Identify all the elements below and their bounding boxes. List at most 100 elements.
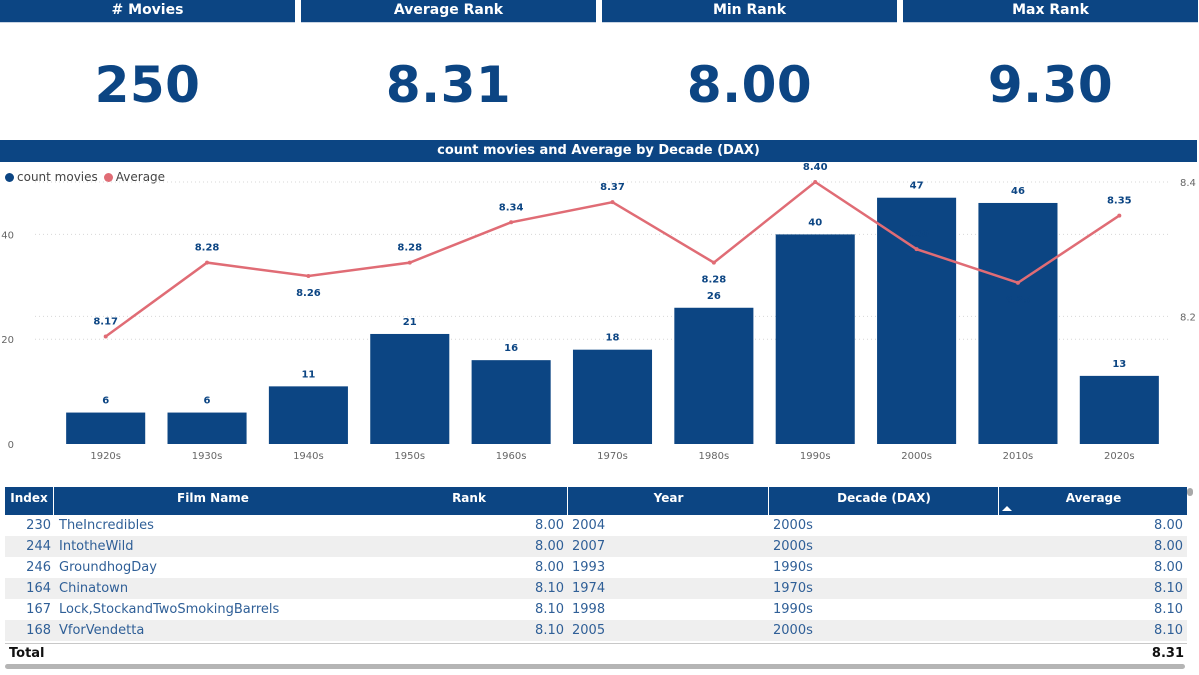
cell-decade: 2000s bbox=[773, 518, 813, 533]
legend-label-average: Average bbox=[115, 170, 166, 184]
col-header-year[interactable]: Year bbox=[567, 487, 769, 515]
y-left-tick-label: 0 bbox=[8, 440, 14, 451]
bar[interactable] bbox=[572, 349, 653, 444]
cell-year: 2005 bbox=[572, 623, 606, 638]
x-tick-label: 2020s bbox=[1104, 451, 1135, 462]
x-tick-label: 1930s bbox=[192, 451, 223, 462]
average-point[interactable] bbox=[205, 260, 210, 265]
total-average: 8.31 bbox=[1151, 646, 1184, 661]
vertical-scrollbar[interactable] bbox=[1187, 488, 1193, 496]
bar[interactable] bbox=[877, 197, 957, 444]
x-tick-label: 1990s bbox=[800, 451, 831, 462]
bar[interactable] bbox=[268, 386, 348, 444]
col-header-rank[interactable]: Rank bbox=[452, 491, 486, 505]
col-header-film[interactable]: Film Name bbox=[53, 487, 372, 515]
cell-year: 1998 bbox=[572, 602, 606, 617]
cell-decade: 1970s bbox=[773, 581, 813, 596]
cell-index: 168 bbox=[26, 623, 51, 638]
legend-item-average[interactable]: Average bbox=[103, 170, 166, 184]
cell-film: IntotheWild bbox=[59, 539, 134, 554]
kpi-title: # Movies bbox=[0, 0, 295, 23]
average-point[interactable] bbox=[407, 260, 412, 265]
col-header-decade[interactable]: Decade (DAX) bbox=[768, 487, 999, 515]
bar[interactable] bbox=[471, 360, 551, 444]
x-tick-label: 1920s bbox=[90, 451, 121, 462]
average-point[interactable] bbox=[103, 334, 108, 339]
cell-year: 2004 bbox=[572, 518, 606, 533]
legend-dot-average bbox=[103, 172, 113, 182]
average-point[interactable] bbox=[1117, 213, 1122, 218]
kpi-card-min-rank: Min Rank 8.00 bbox=[602, 0, 897, 140]
x-tick-label: 1970s bbox=[597, 451, 628, 462]
cell-year: 1993 bbox=[572, 560, 606, 575]
cell-rank: 8.10 bbox=[535, 602, 564, 617]
cell-film: Chinatown bbox=[59, 581, 129, 596]
average-value-label: 8.28 bbox=[195, 243, 220, 254]
bar-value-label: 6 bbox=[102, 396, 109, 407]
cell-index: 164 bbox=[26, 581, 51, 596]
y-left-tick-label: 40 bbox=[1, 230, 14, 241]
chart-title: count movies and Average by Decade (DAX) bbox=[0, 140, 1197, 162]
average-value-label: 8.28 bbox=[397, 243, 422, 254]
cell-film: TheIncredibles bbox=[59, 518, 154, 533]
average-value-label: 8.37 bbox=[600, 182, 625, 193]
average-point[interactable] bbox=[509, 220, 514, 225]
table-row[interactable]: 246 GroundhogDay 8.00 1993 1990s 8.00 bbox=[5, 557, 1187, 578]
bar[interactable] bbox=[370, 333, 450, 444]
bar[interactable] bbox=[1079, 375, 1159, 444]
bar-value-label: 46 bbox=[1011, 186, 1025, 197]
bar[interactable] bbox=[167, 412, 247, 444]
kpi-value: 250 bbox=[94, 56, 201, 114]
col-header-average[interactable]: Average bbox=[998, 487, 1188, 515]
cell-average: 8.10 bbox=[1154, 623, 1183, 638]
cell-rank: 8.00 bbox=[535, 518, 564, 533]
average-point[interactable] bbox=[914, 247, 919, 252]
kpi-value: 8.00 bbox=[686, 56, 813, 114]
table-row[interactable]: 164 Chinatown 8.10 1974 1970s 8.10 bbox=[5, 578, 1187, 599]
bar[interactable] bbox=[978, 202, 1058, 444]
average-point[interactable] bbox=[610, 200, 615, 205]
cell-index: 167 bbox=[26, 602, 51, 617]
horizontal-scrollbar[interactable] bbox=[5, 664, 1185, 669]
table-row[interactable]: 230 TheIncredibles 8.00 2004 2000s 8.00 bbox=[5, 515, 1187, 536]
cell-film: GroundhogDay bbox=[59, 560, 157, 575]
table-row[interactable]: 244 IntotheWild 8.00 2007 2000s 8.00 bbox=[5, 536, 1187, 557]
cell-decade: 1990s bbox=[773, 602, 813, 617]
bar-value-label: 6 bbox=[204, 396, 211, 407]
bar-value-label: 47 bbox=[910, 181, 924, 192]
legend-item-count[interactable]: count movies bbox=[5, 170, 98, 184]
x-tick-label: 2010s bbox=[1003, 451, 1034, 462]
bar[interactable] bbox=[674, 307, 754, 444]
cell-rank: 8.10 bbox=[535, 581, 564, 596]
average-point[interactable] bbox=[1015, 280, 1020, 285]
kpi-title: Max Rank bbox=[903, 0, 1198, 23]
legend-dot-count bbox=[5, 172, 14, 182]
table-body: 230 TheIncredibles 8.00 2004 2000s 8.00 244 Int… bbox=[5, 515, 1187, 641]
table-row[interactable]: 167 Lock,StockandTwoSmokingBarrels 8.10 199… bbox=[5, 599, 1187, 620]
cell-average: 8.00 bbox=[1154, 518, 1183, 533]
sort-asc-icon[interactable] bbox=[1002, 506, 1012, 511]
average-value-label: 8.25 bbox=[1006, 295, 1031, 306]
kpi-title: Average Rank bbox=[301, 0, 596, 23]
chart-legend[interactable]: count movies Average bbox=[5, 170, 171, 184]
cell-decade: 2000s bbox=[773, 623, 813, 638]
cell-decade: 2000s bbox=[773, 539, 813, 554]
combo-chart[interactable]: 0 20 40 8.2 8.4 6 6 11 21 16 18 26 40 47 46 13 1920s 1930… bbox=[0, 162, 1199, 472]
bar[interactable] bbox=[66, 412, 146, 444]
cell-index: 244 bbox=[26, 539, 51, 554]
bar-value-label: 26 bbox=[707, 291, 721, 302]
table-row[interactable]: 168 VforVendetta 8.10 2005 2000s 8.10 bbox=[5, 620, 1187, 641]
col-header-index[interactable]: Index bbox=[10, 491, 48, 505]
table-total-row: Total 8.31 bbox=[5, 643, 1187, 664]
cell-average: 8.00 bbox=[1154, 539, 1183, 554]
average-value-label: 8.35 bbox=[1107, 196, 1132, 207]
average-point[interactable] bbox=[306, 274, 311, 279]
average-point[interactable] bbox=[711, 260, 716, 265]
kpi-title: Min Rank bbox=[602, 0, 897, 23]
bar-value-label: 13 bbox=[1112, 359, 1126, 370]
average-value-label: 8.28 bbox=[702, 275, 727, 286]
bar-value-label: 18 bbox=[606, 333, 620, 344]
bar[interactable] bbox=[775, 234, 855, 444]
kpi-value: 9.30 bbox=[987, 56, 1114, 114]
average-point[interactable] bbox=[813, 180, 818, 184]
